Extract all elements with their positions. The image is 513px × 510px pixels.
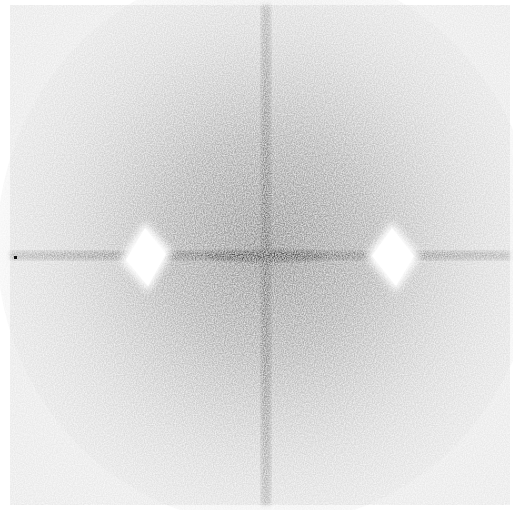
spectrum-image <box>0 0 513 510</box>
edge-dot <box>14 256 17 259</box>
page <box>0 0 513 510</box>
noise-field <box>0 0 513 510</box>
center-streak <box>206 250 326 262</box>
